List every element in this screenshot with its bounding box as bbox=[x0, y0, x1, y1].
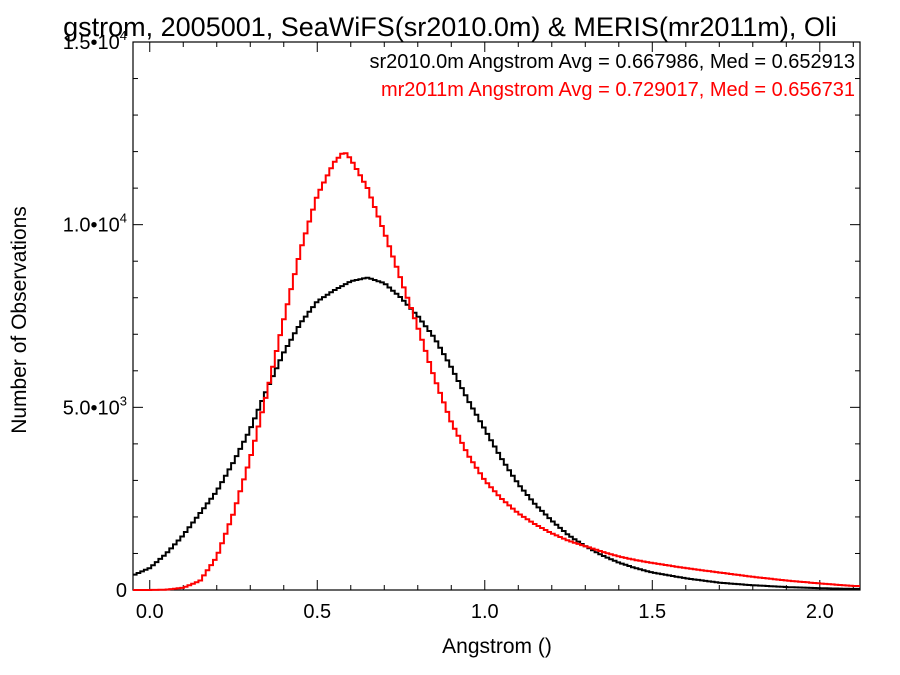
y-tick-mantissa: 5.0•10 bbox=[63, 397, 120, 419]
x-tick-label: 0.0 bbox=[136, 601, 164, 623]
x-tick-label: 1.5 bbox=[638, 601, 666, 623]
legend-entry-mr2011: mr2011m Angstrom Avg = 0.729017, Med = 0… bbox=[381, 79, 855, 101]
y-tick-label: 1.0•104 bbox=[63, 211, 127, 237]
series-line-0 bbox=[133, 276, 860, 590]
y-axis-label: Number of Observations bbox=[8, 206, 31, 434]
series-line-1 bbox=[133, 152, 860, 591]
chart-title: gstrom, 2005001, SeaWiFS(sr2010.0m) & ME… bbox=[63, 12, 837, 42]
x-axis-ticks: 0.0 0.5 1.0 1.5 2.0 bbox=[136, 42, 854, 623]
plot-area-border bbox=[132, 41, 861, 591]
series-lines bbox=[133, 152, 860, 591]
legend-entry-sr2010: sr2010.0m Angstrom Avg = 0.667986, Med =… bbox=[369, 51, 855, 73]
y-tick-mantissa: 1.0•10 bbox=[63, 215, 120, 237]
y-tick-exponent: 4 bbox=[120, 28, 127, 43]
x-axis-label: Angstrom () bbox=[442, 635, 552, 658]
y-tick-mantissa: 0 bbox=[116, 580, 127, 602]
y-tick-label: 1.5•104 bbox=[63, 28, 127, 54]
x-tick-label: 0.5 bbox=[303, 601, 331, 623]
x-tick-label: 2.0 bbox=[806, 601, 834, 623]
y-tick-exponent: 4 bbox=[120, 211, 127, 226]
y-tick-label: 0 bbox=[116, 580, 127, 602]
y-tick-exponent: 3 bbox=[120, 393, 127, 408]
y-tick-mantissa: 1.5•10 bbox=[63, 32, 120, 54]
y-tick-label: 5.0•103 bbox=[63, 393, 127, 419]
x-tick-label: 1.0 bbox=[471, 601, 499, 623]
plot-frame bbox=[132, 41, 861, 591]
